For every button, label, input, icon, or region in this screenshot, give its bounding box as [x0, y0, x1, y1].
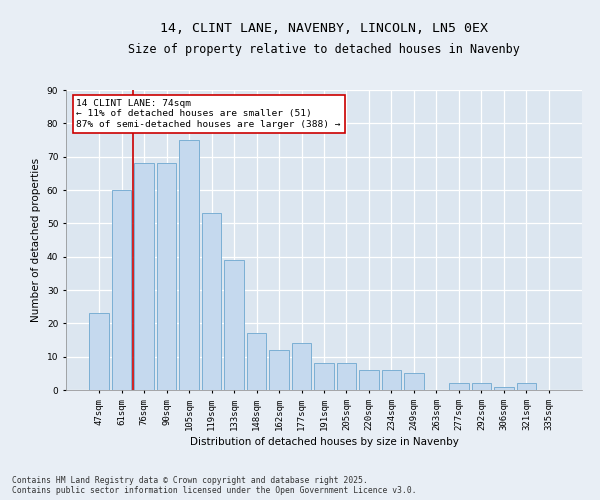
- Bar: [404, 374, 424, 390]
- Bar: [517, 384, 536, 390]
- Bar: [382, 370, 401, 390]
- Bar: [359, 370, 379, 390]
- Bar: [157, 164, 176, 390]
- Y-axis label: Number of detached properties: Number of detached properties: [31, 158, 41, 322]
- Bar: [112, 190, 131, 390]
- X-axis label: Distribution of detached houses by size in Navenby: Distribution of detached houses by size …: [190, 437, 458, 447]
- Bar: [89, 314, 109, 390]
- Bar: [449, 384, 469, 390]
- Bar: [292, 344, 311, 390]
- Text: Contains HM Land Registry data © Crown copyright and database right 2025.
Contai: Contains HM Land Registry data © Crown c…: [12, 476, 416, 495]
- Bar: [494, 386, 514, 390]
- Bar: [179, 140, 199, 390]
- Bar: [202, 214, 221, 390]
- Bar: [247, 334, 266, 390]
- Bar: [224, 260, 244, 390]
- Bar: [472, 384, 491, 390]
- Bar: [337, 364, 356, 390]
- Text: 14, CLINT LANE, NAVENBY, LINCOLN, LN5 0EX: 14, CLINT LANE, NAVENBY, LINCOLN, LN5 0E…: [160, 22, 488, 36]
- Bar: [134, 164, 154, 390]
- Bar: [314, 364, 334, 390]
- Text: 14 CLINT LANE: 74sqm
← 11% of detached houses are smaller (51)
87% of semi-detac: 14 CLINT LANE: 74sqm ← 11% of detached h…: [76, 99, 341, 129]
- Bar: [269, 350, 289, 390]
- Text: Size of property relative to detached houses in Navenby: Size of property relative to detached ho…: [128, 42, 520, 56]
